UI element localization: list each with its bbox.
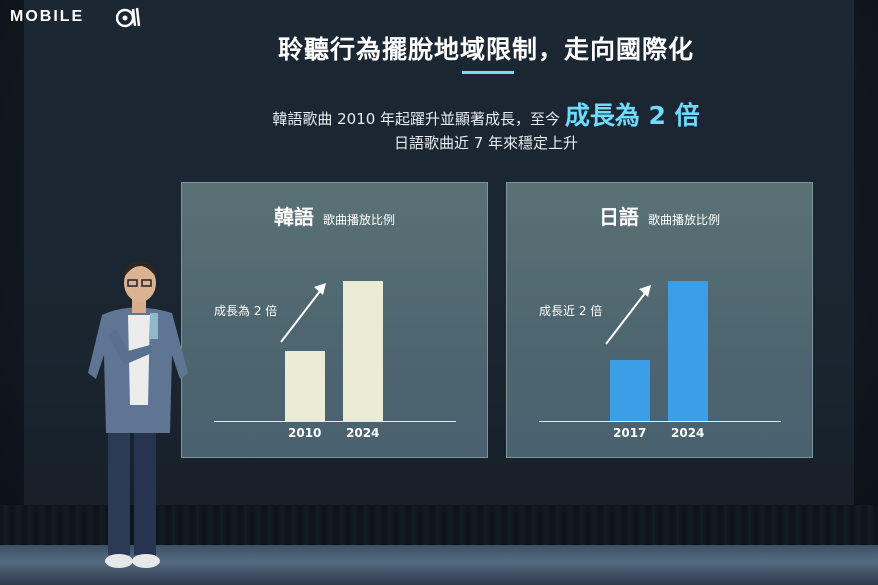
korean-chart-panel: 韓語 歌曲播放比例 成長為 2 倍 2010 2024: [181, 182, 488, 458]
korean-panel-heading: 韓語 歌曲播放比例: [182, 201, 487, 230]
korean-growth-arrow-icon: [280, 283, 326, 343]
korean-x-axis: [214, 421, 456, 422]
japanese-growth-arrow-icon: [605, 285, 651, 345]
slide-title: 聆聽行為擺脫地域限制，走向國際化: [277, 35, 694, 64]
japanese-language-label: 日語: [598, 205, 639, 229]
subtitle-prefix: 韓語歌曲 2010 年起躍升並顯著成長，至今: [272, 110, 561, 128]
korean-x-label-2010: 2010: [288, 426, 322, 440]
korean-language-label: 韓語: [273, 205, 314, 229]
japanese-growth-label: 成長近 2 倍: [539, 304, 603, 318]
japanese-chart-panel: 日語 歌曲播放比例 成長近 2 倍 2017 2024: [506, 182, 813, 458]
korean-bar-2010: [285, 351, 325, 421]
japanese-panel-heading: 日語 歌曲播放比例: [507, 201, 812, 230]
korean-caption: 歌曲播放比例: [323, 213, 396, 227]
japanese-bar-2017: [610, 360, 650, 421]
speaker-person: [88, 261, 188, 568]
japanese-bar-2024: [668, 281, 708, 421]
japanese-x-label-2024: 2024: [671, 426, 705, 440]
watermark-text: MOBILE: [10, 8, 85, 25]
korean-x-label-2024: 2024: [346, 426, 380, 440]
title-underline: [462, 71, 514, 74]
japanese-caption: 歌曲播放比例: [648, 213, 721, 227]
owl-logo-icon: [116, 7, 141, 28]
korean-bar-2024: [343, 281, 383, 421]
japanese-x-label-2017: 2017: [613, 426, 647, 440]
slide-subtitle-2: 日語歌曲近 7 年來穩定上升: [393, 134, 579, 152]
japanese-x-axis: [539, 421, 781, 422]
korean-growth-label: 成長為 2 倍: [214, 304, 278, 318]
slide-subtitle: 韓語歌曲 2010 年起躍升並顯著成長，至今 成長為 2 倍: [0, 96, 878, 132]
subtitle-highlight: 成長為 2 倍: [564, 101, 700, 130]
